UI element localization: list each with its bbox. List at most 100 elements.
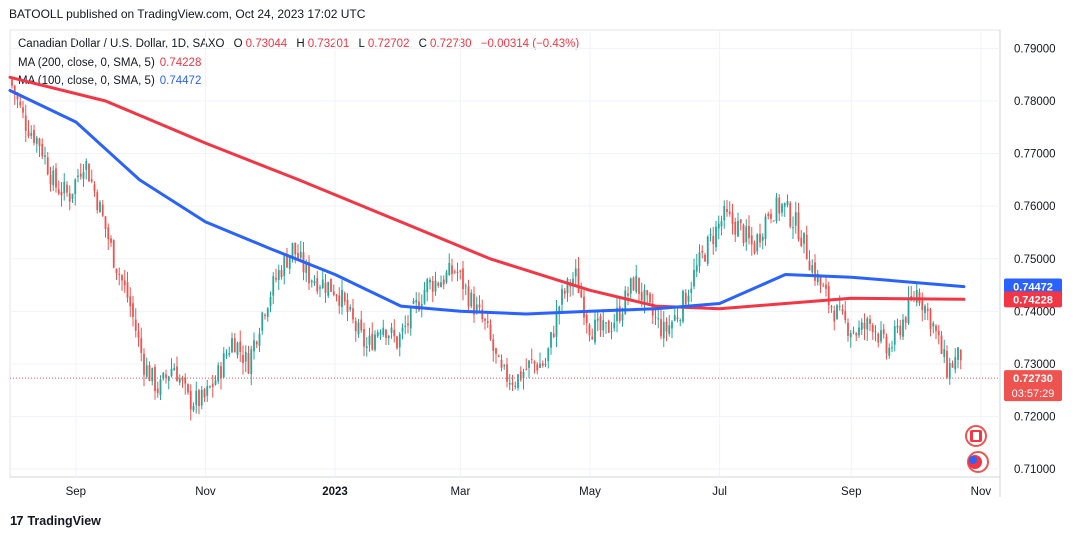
candle-body — [500, 359, 503, 368]
legend-ma100-row[interactable]: MA (100, close, 0, SMA, 5) 0.74472 — [18, 72, 579, 91]
candle-body — [343, 292, 346, 302]
candle-body — [269, 296, 272, 307]
y-tick-label: 0.75000 — [1014, 254, 1056, 266]
candle-body — [946, 350, 948, 378]
candle-body — [134, 319, 137, 332]
candle-body — [792, 227, 794, 229]
ma200-price-tag: 0.74228 — [1013, 294, 1053, 306]
candle-body — [728, 211, 731, 214]
tradingview-logo-icon: 17 — [10, 513, 24, 528]
candle-body — [902, 319, 904, 337]
change-value: −0.00314 (−0.43%) — [480, 38, 580, 50]
candle-body — [176, 366, 178, 382]
tradingview-brand[interactable]: 17 TradingView — [10, 513, 101, 528]
ma100-line — [8, 89, 966, 316]
candle-body — [863, 322, 866, 329]
candle-body — [464, 285, 467, 287]
candle-body — [200, 389, 203, 406]
candle-body — [352, 308, 354, 320]
candle-body — [742, 224, 745, 244]
candle-body — [250, 349, 253, 375]
candle-body — [514, 385, 517, 387]
candle-body — [162, 372, 165, 379]
candle-body — [588, 324, 591, 336]
candle-body — [140, 338, 143, 353]
candle-body — [940, 335, 943, 354]
candle-body — [899, 325, 902, 336]
candle-body — [222, 353, 225, 378]
candle-body — [495, 348, 497, 354]
candle-body — [206, 386, 209, 396]
legend-ma200-row[interactable]: MA (200, close, 0, SMA, 5) 0.74228 — [18, 54, 579, 73]
time-axis[interactable]: Sep Nov 2023 Mar May Jul Sep Nov — [66, 486, 992, 498]
candle-body — [720, 221, 723, 227]
candle-body — [448, 262, 451, 275]
candle-body — [123, 280, 126, 286]
candle-body — [673, 315, 676, 321]
candle-body — [393, 329, 396, 337]
candle-body — [24, 115, 27, 131]
price-axis[interactable]: 0.79000 0.78000 0.77000 0.76000 0.75000 0.740… — [1014, 43, 1056, 476]
candle-body — [550, 332, 552, 348]
candle-body — [596, 318, 599, 321]
candle-body — [382, 327, 385, 335]
candle-body — [880, 330, 882, 342]
x-tick-label: May — [579, 486, 601, 498]
candle-body — [462, 268, 464, 290]
candle-body — [118, 273, 121, 275]
candle-body — [726, 208, 728, 212]
candle-body — [849, 333, 852, 338]
candle-body — [74, 179, 77, 195]
candle-body — [407, 323, 409, 326]
candle-body — [778, 197, 781, 214]
candle-body — [893, 326, 896, 345]
ma100-value: 0.74472 — [159, 75, 202, 87]
x-tick-label: Sep — [66, 486, 86, 498]
candle-body — [561, 288, 563, 305]
candle-body — [266, 308, 269, 317]
candle-body — [275, 277, 277, 280]
candle-body — [330, 278, 332, 292]
candle-body — [82, 172, 85, 179]
flags[interactable] — [965, 425, 989, 473]
candle-body — [948, 362, 951, 379]
candle-body — [717, 223, 720, 229]
last-price-tag-countdown: 03:57:29 — [1012, 388, 1055, 400]
candle-body — [783, 203, 786, 207]
open-value: 0.73044 — [245, 38, 288, 50]
candle-body — [99, 202, 101, 213]
candle-body — [580, 290, 583, 298]
candle-body — [453, 271, 456, 273]
candle-body — [374, 334, 376, 350]
candle-body — [522, 371, 525, 379]
candle-body — [706, 236, 709, 264]
candle-body — [187, 384, 189, 393]
candle-body — [825, 284, 827, 289]
candle-body — [511, 382, 514, 385]
candle-body — [794, 212, 797, 226]
candle-body — [398, 334, 401, 348]
candle-body — [297, 253, 299, 260]
candle-body — [871, 324, 874, 333]
candle-body — [547, 348, 550, 362]
candle-body — [926, 308, 929, 311]
candle-body — [904, 317, 907, 323]
candle-body — [896, 325, 899, 328]
candle-body — [943, 349, 946, 357]
candle-body — [429, 279, 431, 283]
high-value: 0.73201 — [307, 38, 350, 50]
candle-body — [437, 282, 440, 286]
candle-body — [555, 311, 558, 337]
candle-body — [409, 306, 412, 329]
candle-body — [693, 269, 695, 287]
candle-body — [525, 368, 528, 370]
ma100-price-tag-bg — [1004, 278, 1062, 295]
candle-body — [616, 307, 618, 322]
candle-body — [423, 289, 426, 304]
candle-body — [209, 386, 211, 388]
candle-body — [932, 323, 935, 327]
candle-body — [165, 374, 167, 378]
candle-body — [497, 355, 500, 357]
candle-body — [907, 297, 910, 324]
